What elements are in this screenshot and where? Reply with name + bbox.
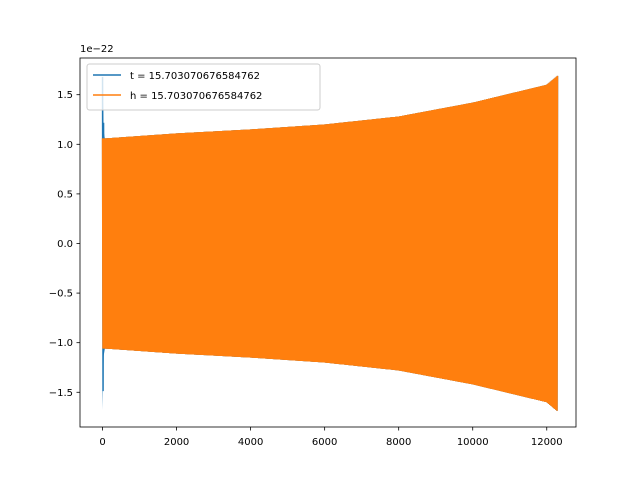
x-tick-label: 6000 — [312, 437, 337, 448]
series-layer — [101, 75, 559, 412]
x-tick-label: 8000 — [386, 437, 411, 448]
y-tick-label: 1.5 — [57, 90, 73, 101]
legend-box — [86, 63, 321, 111]
plot-frame — [79, 57, 577, 428]
y-tick-label: −1.5 — [49, 388, 73, 399]
x-tick-label: 10000 — [457, 437, 489, 448]
axes: 0 2000 4000 6000 8000 10000 12000 −1.5 −1.0 −0.5 0… — [49, 44, 577, 448]
y-tick-label: 0.5 — [57, 189, 73, 200]
y-tick-label: −1.0 — [49, 338, 73, 349]
series-line-1 — [101, 75, 559, 411]
x-tick-label: 12000 — [531, 437, 563, 448]
legend: t = 15.703070676584762 h = 15.70307067658… — [86, 63, 321, 111]
y-tick-label: −0.5 — [49, 289, 73, 300]
y-tick-label: 1.0 — [57, 140, 73, 151]
legend-label: h = 15.703070676584762 — [130, 91, 262, 102]
x-tick-label: 2000 — [164, 437, 189, 448]
legend-label: t = 15.703070676584762 — [130, 71, 260, 82]
x-tick-label: 0 — [99, 437, 105, 448]
y-offset-label: 1e−22 — [80, 44, 114, 55]
y-tick-label: 0.0 — [57, 239, 73, 250]
series-1 — [101, 75, 559, 412]
x-tick-label: 4000 — [238, 437, 263, 448]
